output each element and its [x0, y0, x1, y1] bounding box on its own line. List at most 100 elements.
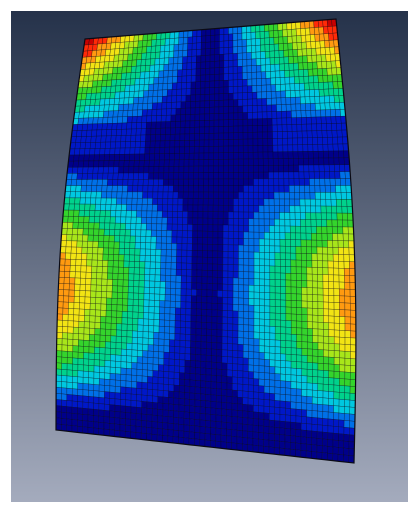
mesh-element — [304, 96, 311, 104]
mesh-element — [94, 340, 101, 348]
mesh-element — [301, 321, 308, 329]
mesh-element — [79, 296, 86, 304]
mesh-element — [70, 252, 77, 260]
mesh-element — [179, 346, 186, 354]
mesh-element — [274, 333, 281, 341]
mesh-element — [300, 246, 307, 254]
mesh-element — [250, 38, 256, 46]
graphics-viewport[interactable] — [11, 11, 408, 502]
mesh-element — [317, 287, 324, 296]
mesh-element — [328, 377, 335, 386]
mesh-element — [201, 276, 208, 284]
mesh-element — [213, 106, 220, 114]
mesh-element — [120, 79, 127, 86]
mesh-element — [323, 370, 329, 378]
mesh-element — [237, 377, 244, 385]
mesh-element — [260, 64, 266, 73]
mesh-element — [182, 198, 189, 206]
mesh-element — [120, 386, 127, 394]
mesh-element — [227, 251, 234, 259]
mesh-element — [296, 361, 303, 370]
mesh-element — [285, 279, 292, 288]
deformed-plate[interactable] — [56, 19, 356, 463]
mesh-element — [103, 154, 110, 161]
mesh-element — [284, 225, 291, 234]
mesh-element — [109, 385, 116, 393]
mesh-element — [315, 199, 322, 207]
mesh-element — [103, 61, 110, 69]
mesh-element — [145, 58, 151, 66]
mesh-element — [101, 285, 108, 292]
mesh-element — [306, 116, 312, 125]
mesh-element — [227, 349, 233, 358]
mesh-element — [269, 259, 276, 267]
mesh-element — [266, 111, 273, 119]
mesh-element — [336, 123, 343, 131]
mesh-element — [222, 290, 229, 298]
mesh-element — [218, 99, 224, 108]
mesh-element — [73, 302, 80, 310]
mesh-element — [204, 100, 210, 108]
mesh-element — [274, 373, 281, 381]
mesh-element — [170, 275, 177, 283]
mesh-element — [120, 210, 127, 218]
mesh-element — [328, 398, 334, 406]
mesh-element — [218, 113, 224, 121]
mesh-element — [192, 230, 198, 238]
mesh-element — [232, 337, 239, 345]
mesh-element — [279, 225, 286, 233]
mesh-element — [81, 247, 88, 254]
mesh-element — [112, 260, 119, 268]
mesh-element — [168, 159, 175, 167]
mesh-element — [173, 404, 180, 412]
mesh-element — [66, 394, 73, 402]
mesh-element — [242, 410, 249, 419]
mesh-element — [253, 185, 259, 193]
mesh-element — [195, 74, 201, 83]
mesh-element — [169, 134, 176, 141]
mesh-element — [174, 346, 181, 354]
mesh-element — [177, 191, 184, 199]
mesh-element — [349, 268, 356, 276]
mesh-element — [222, 283, 229, 292]
mesh-element — [180, 101, 187, 109]
mesh-element — [185, 295, 192, 303]
mesh-element — [313, 171, 320, 179]
mesh-element — [310, 205, 317, 214]
mesh-element — [274, 420, 281, 429]
mesh-element — [269, 299, 276, 307]
mesh-element — [152, 376, 159, 384]
mesh-element — [204, 126, 210, 134]
mesh-element — [150, 121, 157, 129]
mesh-element — [318, 82, 324, 90]
mesh-element — [202, 224, 209, 232]
mesh-element — [89, 142, 96, 149]
mesh-element — [331, 205, 338, 214]
mesh-element — [218, 172, 224, 180]
mesh-element — [194, 399, 201, 408]
mesh-element — [127, 172, 134, 180]
mesh-element — [304, 27, 311, 36]
mesh-element — [110, 354, 116, 362]
mesh-element — [190, 340, 197, 349]
mesh-element — [337, 233, 344, 241]
mesh-element — [223, 165, 229, 173]
mesh-element — [209, 67, 215, 75]
mesh-element — [285, 360, 292, 369]
mesh-element — [269, 37, 275, 45]
mesh-element — [111, 298, 118, 305]
mesh-element — [310, 103, 316, 111]
mesh-element — [228, 165, 234, 173]
mesh-element — [222, 264, 229, 272]
mesh-element — [264, 232, 270, 240]
mesh-element — [285, 414, 291, 423]
mesh-element — [167, 416, 174, 424]
mesh-element — [247, 417, 254, 426]
mesh-element — [223, 132, 229, 140]
mesh-element — [238, 158, 244, 166]
mesh-element — [255, 58, 262, 66]
mesh-element — [223, 99, 229, 107]
mesh-element — [242, 132, 249, 140]
mesh-element — [141, 217, 147, 224]
mesh-element — [149, 274, 156, 282]
